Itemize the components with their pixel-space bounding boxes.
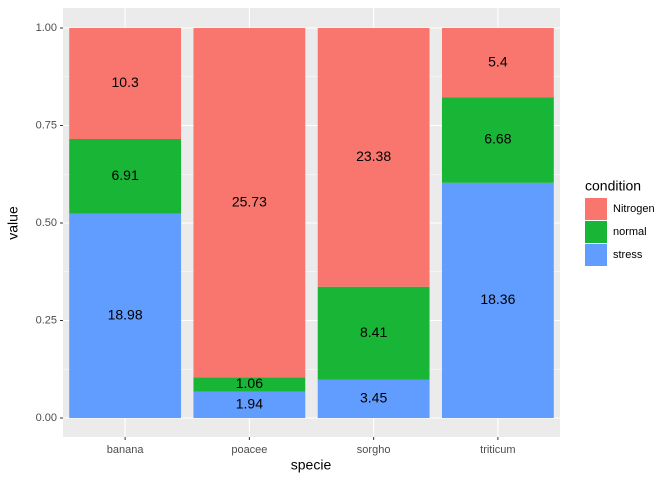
data-label: 8.41 bbox=[360, 324, 387, 340]
data-label: 5.4 bbox=[488, 53, 508, 69]
bar-segment bbox=[193, 28, 306, 378]
bar-segment bbox=[69, 138, 182, 214]
data-label: 1.94 bbox=[236, 396, 263, 412]
x-tick-label: triticum bbox=[480, 444, 515, 456]
bar-segment bbox=[317, 28, 430, 287]
y-tick-label: 0.25 bbox=[36, 314, 57, 326]
y-tick-label: 1.00 bbox=[36, 22, 57, 34]
bar-segment bbox=[193, 377, 306, 392]
data-label: 25.73 bbox=[232, 193, 267, 209]
legend-key bbox=[585, 198, 607, 220]
x-axis-title: specie bbox=[291, 457, 332, 473]
data-label: 23.38 bbox=[356, 148, 391, 164]
data-label: 6.68 bbox=[484, 131, 511, 147]
y-tick-label: 0.75 bbox=[36, 119, 57, 131]
x-tick-label: banana bbox=[107, 444, 145, 456]
bar-segment bbox=[69, 213, 182, 418]
legend-label: normal bbox=[613, 226, 647, 238]
bar-segment bbox=[69, 28, 182, 139]
legend-label: stress bbox=[613, 249, 643, 261]
data-label: 1.06 bbox=[236, 375, 263, 391]
bar-segment bbox=[441, 28, 554, 98]
data-label: 18.36 bbox=[480, 291, 515, 307]
legend-key bbox=[585, 221, 607, 243]
data-label: 18.98 bbox=[108, 306, 143, 322]
bar-segment bbox=[317, 379, 430, 418]
bar-segment bbox=[441, 97, 554, 183]
bar-segment bbox=[317, 286, 430, 380]
y-tick-label: 0.00 bbox=[36, 412, 57, 424]
bar-segment bbox=[441, 182, 554, 418]
y-axis-title: value bbox=[5, 206, 21, 240]
x-tick-label: sorgho bbox=[357, 444, 391, 456]
bar-segment bbox=[193, 391, 306, 418]
y-tick-label: 0.50 bbox=[36, 217, 57, 229]
x-tick-label: poacee bbox=[231, 444, 267, 456]
data-label: 10.3 bbox=[112, 74, 139, 90]
legend-title: condition bbox=[585, 178, 641, 194]
legend-key bbox=[585, 244, 607, 266]
data-label: 6.91 bbox=[112, 167, 139, 183]
data-label: 3.45 bbox=[360, 390, 387, 406]
legend-label: Nitrogen bbox=[613, 203, 655, 215]
